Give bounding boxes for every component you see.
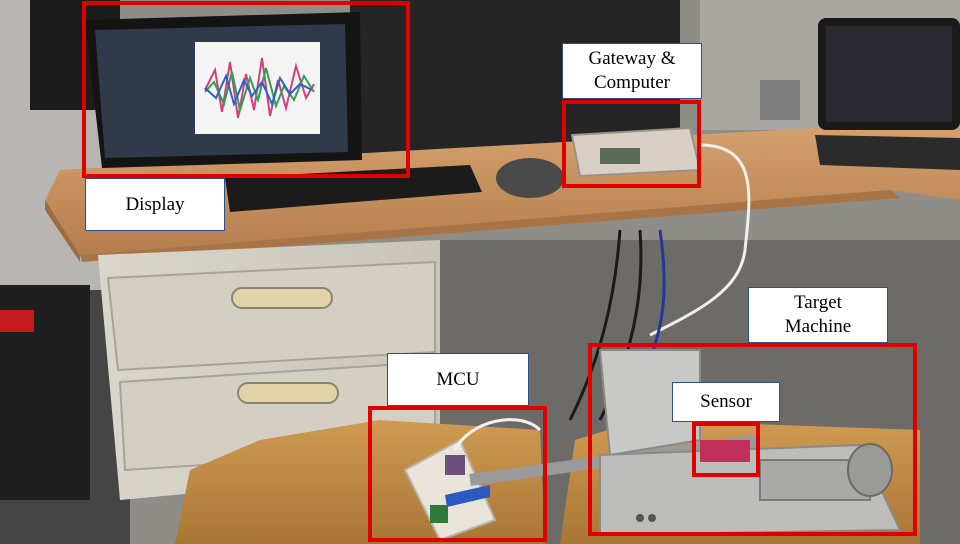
blue-component — [445, 485, 490, 507]
display-highlight-box — [82, 1, 410, 178]
sensor-label: Sensor — [672, 382, 780, 422]
breadboard — [403, 438, 497, 542]
mount-hole-1 — [636, 514, 644, 522]
mcu-label: MCU — [387, 353, 529, 406]
mount-hole-2 — [648, 514, 656, 522]
sensor-board — [700, 440, 750, 462]
desk-front-edge — [80, 190, 900, 262]
white-cable — [649, 143, 751, 337]
target-machine-label: Target Machine — [748, 287, 888, 343]
sensor-highlight-box — [692, 422, 760, 477]
mcu-chip — [445, 455, 465, 475]
plot-trace-3 — [204, 73, 313, 108]
motor — [847, 443, 893, 497]
drawer-handle-top — [231, 287, 333, 309]
gateway-highlight-box — [562, 100, 701, 188]
toolbox-latch — [0, 310, 34, 332]
gateway-label: Gateway & Computer — [562, 43, 702, 99]
black-cable-1 — [568, 229, 622, 421]
tablet-screen — [826, 26, 952, 122]
drawer-handle-bottom — [237, 382, 339, 404]
usb-cable — [453, 418, 542, 451]
mouse — [496, 158, 564, 198]
plot-trace-2 — [204, 67, 315, 114]
desk-edge — [45, 200, 80, 262]
mcu-highlight-box — [368, 406, 547, 542]
tablet-keyboard — [815, 135, 960, 170]
drawer-top — [106, 260, 436, 372]
display-label: Display — [85, 178, 225, 231]
mcu-module — [430, 505, 448, 523]
gateway-board — [600, 148, 640, 164]
network-switch — [760, 80, 800, 120]
target-machine-highlight-box — [588, 343, 917, 536]
